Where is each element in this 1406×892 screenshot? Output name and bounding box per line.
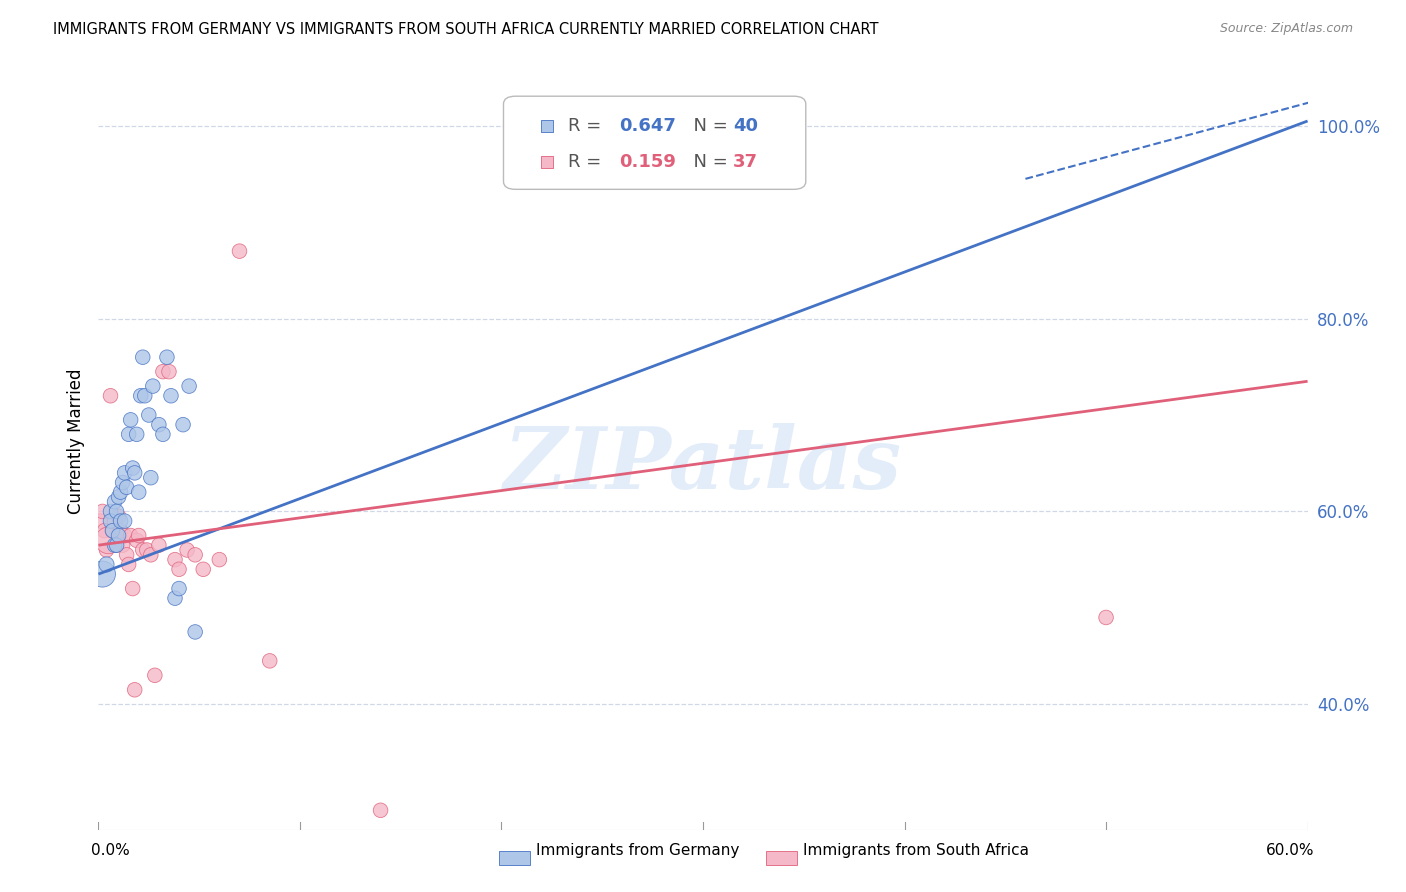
Point — [105, 538, 128, 552]
Point — [118, 427, 141, 442]
Point — [121, 461, 143, 475]
Text: Immigrants from South Africa: Immigrants from South Africa — [803, 843, 1029, 858]
Point — [259, 654, 281, 668]
Point — [100, 514, 122, 528]
Point — [107, 490, 129, 504]
Text: 37: 37 — [734, 153, 758, 171]
Point — [120, 413, 142, 427]
Point — [184, 624, 207, 639]
Point — [156, 350, 179, 364]
Point — [172, 417, 194, 432]
Point — [100, 389, 122, 403]
Point — [184, 548, 207, 562]
Point — [138, 408, 160, 422]
Point — [152, 427, 174, 442]
Point — [120, 528, 142, 542]
Point — [167, 582, 190, 596]
Point — [128, 528, 150, 542]
Point — [96, 543, 118, 558]
Text: IMMIGRANTS FROM GERMANY VS IMMIGRANTS FROM SOUTH AFRICA CURRENTLY MARRIED CORREL: IMMIGRANTS FROM GERMANY VS IMMIGRANTS FR… — [53, 22, 879, 37]
Point — [157, 365, 180, 379]
Point — [208, 552, 231, 566]
Point — [152, 365, 174, 379]
Text: N =: N = — [682, 153, 734, 171]
Point — [103, 538, 125, 552]
Text: N =: N = — [682, 117, 734, 135]
Point — [160, 389, 183, 403]
Point — [142, 379, 165, 393]
Point — [163, 591, 186, 606]
Point — [103, 495, 125, 509]
Point — [105, 504, 128, 518]
Point — [114, 466, 136, 480]
Point — [139, 548, 162, 562]
Point — [125, 533, 148, 548]
Point — [835, 209, 858, 223]
Point — [110, 514, 132, 528]
Point — [91, 504, 114, 518]
Point — [125, 427, 148, 442]
Point — [128, 485, 150, 500]
Point — [115, 548, 138, 562]
Point — [115, 480, 138, 494]
Point — [370, 803, 392, 817]
Point — [114, 514, 136, 528]
Point — [107, 528, 129, 542]
Point — [121, 582, 143, 596]
Point — [167, 562, 190, 576]
Point — [93, 524, 115, 538]
Point — [682, 133, 704, 147]
Point — [132, 350, 155, 364]
Point — [228, 244, 250, 259]
Point — [114, 528, 136, 542]
Point — [733, 138, 755, 153]
Point — [89, 514, 111, 528]
Text: 60.0%: 60.0% — [1267, 843, 1315, 858]
Point — [91, 567, 114, 582]
Point — [1095, 610, 1118, 624]
Point — [105, 538, 128, 552]
Point — [193, 562, 215, 576]
Text: Source: ZipAtlas.com: Source: ZipAtlas.com — [1219, 22, 1353, 36]
Y-axis label: Currently Married: Currently Married — [66, 368, 84, 515]
Point — [163, 552, 186, 566]
Text: Immigrants from Germany: Immigrants from Germany — [536, 843, 740, 858]
Text: ZIPatlas: ZIPatlas — [503, 423, 903, 507]
Point — [139, 471, 162, 485]
Point — [143, 668, 166, 682]
Point — [124, 466, 146, 480]
Point — [103, 514, 125, 528]
Point — [100, 504, 122, 518]
Point — [148, 417, 170, 432]
Point — [101, 524, 124, 538]
Text: 0.0%: 0.0% — [91, 843, 131, 858]
Point — [132, 543, 155, 558]
Text: R =: R = — [568, 153, 606, 171]
Text: 40: 40 — [734, 117, 758, 135]
Point — [124, 682, 146, 697]
Text: 0.159: 0.159 — [620, 153, 676, 171]
Point — [111, 538, 134, 552]
Point — [835, 253, 858, 268]
Point — [111, 475, 134, 490]
Point — [110, 485, 132, 500]
Point — [134, 389, 156, 403]
Point — [110, 524, 132, 538]
Point — [135, 543, 157, 558]
Point — [148, 538, 170, 552]
Point — [129, 389, 152, 403]
Text: 0.647: 0.647 — [620, 117, 676, 135]
Point — [179, 379, 201, 393]
Point — [107, 509, 129, 524]
FancyBboxPatch shape — [503, 96, 806, 189]
Point — [118, 558, 141, 572]
Point — [96, 558, 118, 572]
Point — [176, 543, 198, 558]
Point — [101, 524, 124, 538]
Text: R =: R = — [568, 117, 606, 135]
Point — [97, 533, 120, 548]
